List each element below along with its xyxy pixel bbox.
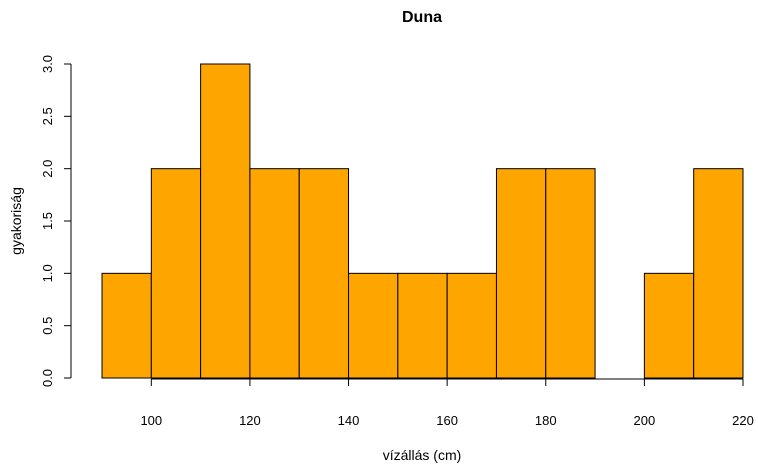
histogram-bar-11: [643, 272, 695, 379]
y-tick-label-3: 1.5: [40, 212, 55, 230]
histogram-bar-0: [101, 272, 152, 379]
x-axis-label: vízállás (cm): [383, 447, 462, 463]
y-tick-label-4: 2.0: [40, 160, 55, 178]
y-tick-label-1: 0.5: [40, 317, 55, 335]
bars-group: [101, 63, 744, 379]
x-tick-label-2: 140: [338, 413, 360, 428]
x-tick-label-4: 180: [535, 413, 557, 428]
histogram-bar-3: [249, 168, 300, 379]
x-tick-label-0: 100: [140, 413, 162, 428]
histogram-bar-12: [693, 168, 744, 379]
y-axis-label: gyakoriság: [8, 187, 24, 255]
histogram-bar-2: [200, 63, 251, 379]
y-tick-label-5: 2.5: [40, 107, 55, 125]
x-axis: 100 120 140 160 180 200 220: [140, 378, 754, 428]
histogram-bar-7: [446, 272, 497, 379]
x-tick-label-3: 160: [436, 413, 458, 428]
x-tick-label-1: 120: [239, 413, 261, 428]
histogram-bar-6: [397, 272, 448, 379]
y-tick-label-2: 1.0: [40, 264, 55, 282]
histogram-bar-4: [298, 168, 350, 379]
y-axis: 0.0 0.5 1.0 1.5 2.0 2.5 3.0: [40, 55, 72, 387]
histogram-bar-8: [495, 168, 547, 379]
histogram-bar-5: [348, 272, 399, 379]
y-tick-label-0: 0.0: [40, 369, 55, 387]
chart-title: Duna: [402, 9, 442, 26]
histogram-bar-9: [545, 168, 596, 379]
y-tick-label-6: 3.0: [40, 55, 55, 73]
x-tick-label-5: 200: [634, 413, 656, 428]
histogram-bar-1: [150, 168, 202, 379]
x-tick-label-6: 220: [732, 413, 754, 428]
